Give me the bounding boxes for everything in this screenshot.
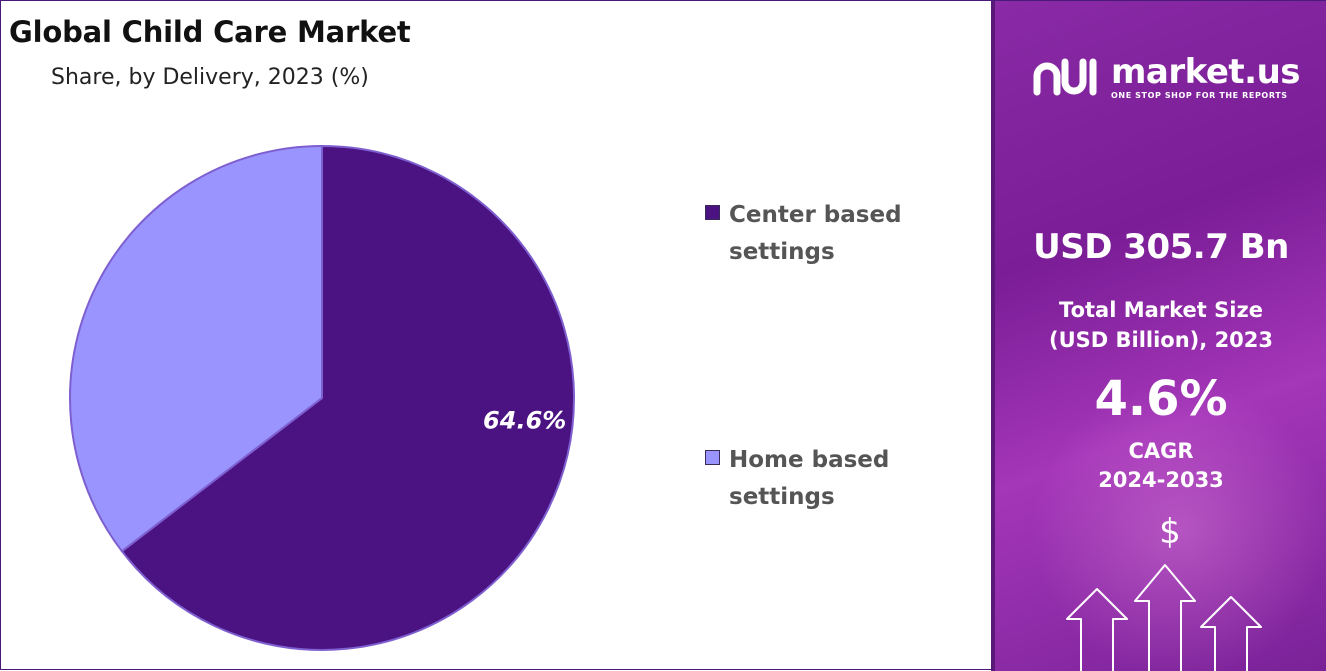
brand-name: market.us — [1111, 52, 1301, 92]
legend-label-center-based: Center based settings — [729, 202, 902, 265]
cagr-label: CAGR 2024-2033 — [1098, 439, 1224, 492]
market-us-logo-icon — [1033, 58, 1097, 95]
chart-panel: Global Child Care Market Share, by Deliv… — [1, 1, 991, 669]
chart-subtitle: Share, by Delivery, 2023 (%) — [51, 65, 369, 90]
pie-slice-center-based-settings — [120, 144, 575, 651]
legend-swatch-home-based — [705, 450, 720, 465]
pie-slice-home-based-settings — [69, 144, 323, 553]
brand-tagline: ONE STOP SHOP FOR THE REPORTS — [1111, 91, 1288, 100]
legend-item-center-based: Center based settings — [705, 197, 929, 271]
panel-divider — [991, 1, 995, 671]
market-size-value: USD 305.7 Bn — [1033, 227, 1289, 267]
growth-arrows-icon — [1066, 564, 1262, 671]
legend-label-home-based: Home based settings — [729, 447, 890, 510]
summary-panel: market.us ONE STOP SHOP FOR THE REPORTS … — [991, 1, 1326, 671]
legend-item-home-based: Home based settings — [705, 442, 929, 516]
data-label-center-based-settings: 64.6% — [483, 406, 566, 434]
market-us-logo: market.us ONE STOP SHOP FOR THE REPORTS — [1033, 52, 1301, 100]
cagr-value: 4.6% — [1094, 371, 1228, 427]
legend-swatch-center-based — [705, 205, 720, 220]
market-size-label: Total Market Size (USD Billion), 2023 — [1048, 298, 1274, 352]
pie-chart: 64.6% — [69, 144, 575, 651]
svg-text:$: $ — [1159, 512, 1181, 551]
chart-title: Global Child Care Market — [9, 15, 411, 49]
dollar-icon: $ — [1159, 512, 1181, 551]
